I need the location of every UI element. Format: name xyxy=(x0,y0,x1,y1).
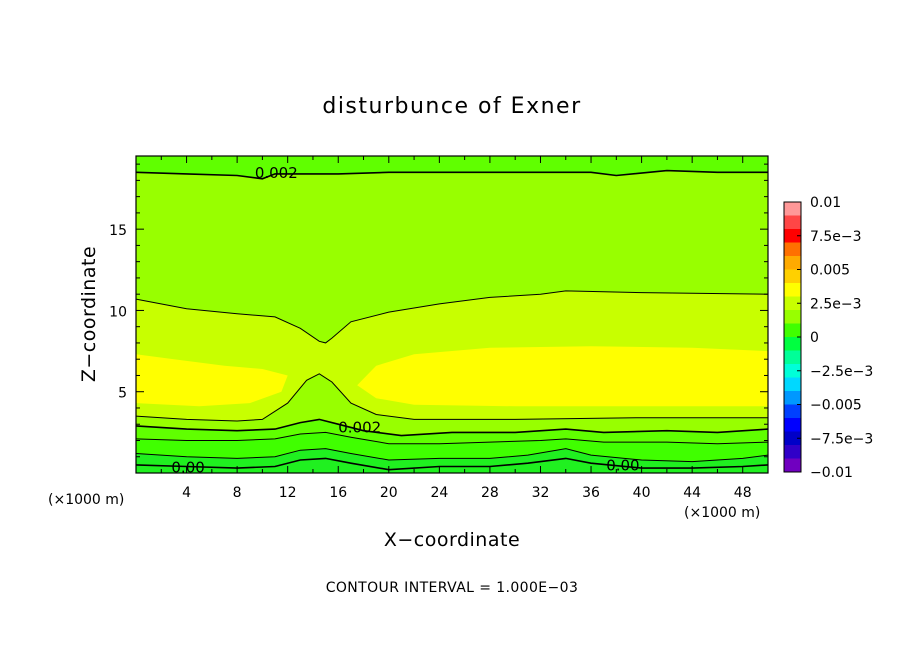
colorbar-tick-label: −2.5e−3 xyxy=(810,364,873,380)
colorbar xyxy=(783,201,802,473)
colorbar-swatch xyxy=(784,283,801,297)
band-max-left xyxy=(136,354,288,407)
y-tick-label: 15 xyxy=(109,223,127,239)
contour-label-0: 0.002 xyxy=(255,164,298,182)
contour-labels: 0.002 0.002 0.00 0.00 xyxy=(171,164,639,476)
contour-line-3 xyxy=(135,418,769,437)
colorbar-swatch xyxy=(784,229,801,243)
contour-label-extra-0: 0.00 xyxy=(606,457,639,475)
colorbar-tick-label: 0.01 xyxy=(810,195,841,211)
x-axis-title: X−coordinate xyxy=(384,529,520,551)
colorbar-swatch xyxy=(784,431,801,446)
colorbar-swatch xyxy=(784,296,801,311)
contour-interval-note: CONTOUR INTERVAL = 1.000E−03 xyxy=(326,580,579,596)
x-tick-label: 12 xyxy=(279,485,297,501)
x-tick-label: 32 xyxy=(532,485,550,501)
plot-frame xyxy=(135,155,769,474)
y-tick-label: 10 xyxy=(109,304,127,320)
x-tick-label: 28 xyxy=(481,485,499,501)
x-tick-label: 16 xyxy=(329,485,347,501)
colorbar-tick-label: 0 xyxy=(810,330,819,346)
colorbar-swatch xyxy=(784,364,801,378)
band-max-right xyxy=(357,346,768,407)
colorbar-tick-label: −0.005 xyxy=(810,398,862,414)
contour-fill-field xyxy=(136,156,768,473)
colorbar-tick-label: −7.5e−3 xyxy=(810,431,873,447)
colorbar-swatch xyxy=(784,323,801,338)
colorbar-tick-label: 7.5e−3 xyxy=(810,229,862,245)
band-surface xyxy=(136,448,768,473)
colorbar-swatch xyxy=(784,458,801,473)
y-tick-label: 5 xyxy=(118,386,127,402)
colorbar-swatch xyxy=(784,242,801,257)
contour-label-6: 0.00 xyxy=(171,458,204,476)
x-tick-label: 20 xyxy=(380,485,398,501)
colorbar-tick-labels: 0.01 7.5e−3 0.005 2.5e−3 0 −2.5e−3 −0.005 −7.5e… xyxy=(797,195,873,481)
x-tick-label: 24 xyxy=(430,485,448,501)
contour-line-4 xyxy=(135,431,769,445)
colorbar-swatch xyxy=(784,256,801,270)
band-low xyxy=(136,419,768,444)
x-tick-label: 40 xyxy=(633,485,651,501)
x-unit-left: (×1000 m) xyxy=(48,492,124,508)
x-tick-label: 36 xyxy=(582,485,600,501)
colorbar-swatch xyxy=(784,269,801,284)
contour-line-2 xyxy=(135,373,768,422)
x-tick-label: 8 xyxy=(233,485,242,501)
contour-line-1 xyxy=(135,290,769,344)
colorbar-swatch xyxy=(784,215,801,230)
x-tick-label: 48 xyxy=(734,485,752,501)
colorbar-swatch xyxy=(784,391,801,405)
x-tick-label: 4 xyxy=(182,485,191,501)
colorbar-tick-label: 0.005 xyxy=(810,263,850,279)
colorbar-tick-label: −0.01 xyxy=(810,465,853,481)
colorbar-swatch xyxy=(784,377,801,392)
colorbar-swatch xyxy=(784,337,801,351)
x-tick-label: 44 xyxy=(683,485,701,501)
contour-line-5 xyxy=(135,448,769,463)
colorbar-swatch xyxy=(784,418,801,432)
x-axis-ticks: 4 8 12 16 20 24 28 32 36 40 44 48 xyxy=(160,156,752,501)
chart-title: disturbunce of Exner xyxy=(322,94,581,119)
colorbar-swatch xyxy=(784,404,801,419)
y-axis-ticks: 5 10 15 xyxy=(109,163,768,458)
x-unit-right: (×1000 m) xyxy=(684,505,760,521)
contour-label-3: 0.002 xyxy=(338,418,381,436)
colorbar-swatch xyxy=(784,202,801,216)
colorbar-tick-label: 2.5e−3 xyxy=(810,296,862,312)
colorbar-swatch xyxy=(784,445,801,459)
contour-line-0 xyxy=(135,169,768,180)
colorbar-swatch xyxy=(784,310,801,324)
y-axis-title: Z−coordinate xyxy=(78,246,100,382)
colorbar-swatch xyxy=(784,350,801,365)
